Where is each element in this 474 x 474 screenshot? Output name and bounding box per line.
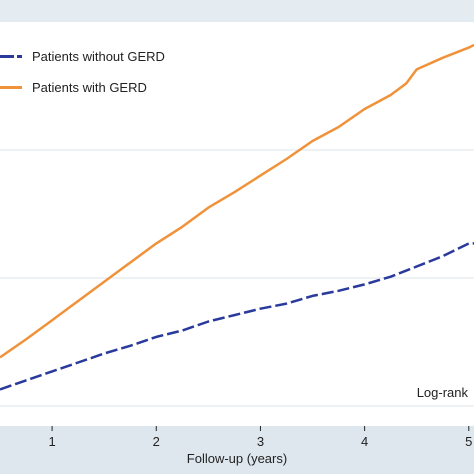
legend-label-without-gerd: Patients without GERD xyxy=(32,48,165,64)
series-lines xyxy=(0,43,474,391)
x-tick-label-3: 3 xyxy=(257,434,264,449)
plot-panel xyxy=(0,22,474,426)
legend-label-with-gerd: Patients with GERD xyxy=(32,79,147,95)
x-tick-label-5: 5 xyxy=(465,434,472,449)
x-axis-ticks: 1 2 3 4 5 xyxy=(48,426,472,449)
grid-lines xyxy=(0,149,474,407)
legend-entry-without-gerd: Patients without GERD xyxy=(0,46,165,66)
legend-swatch-without-gerd xyxy=(0,54,22,58)
series-line-without-gerd xyxy=(0,242,474,391)
top-band xyxy=(0,0,474,22)
legend-swatch-with-gerd xyxy=(0,85,22,89)
x-tick-label-4: 4 xyxy=(361,434,368,449)
x-tick-label-1: 1 xyxy=(48,434,55,449)
x-tick-label-2: 2 xyxy=(153,434,160,449)
legend-entry-with-gerd: Patients with GERD xyxy=(0,77,147,97)
series-line-with-gerd xyxy=(0,43,474,359)
logrank-annotation: Log-rank xyxy=(416,385,468,400)
x-axis-label: Follow-up (years) xyxy=(186,451,288,466)
